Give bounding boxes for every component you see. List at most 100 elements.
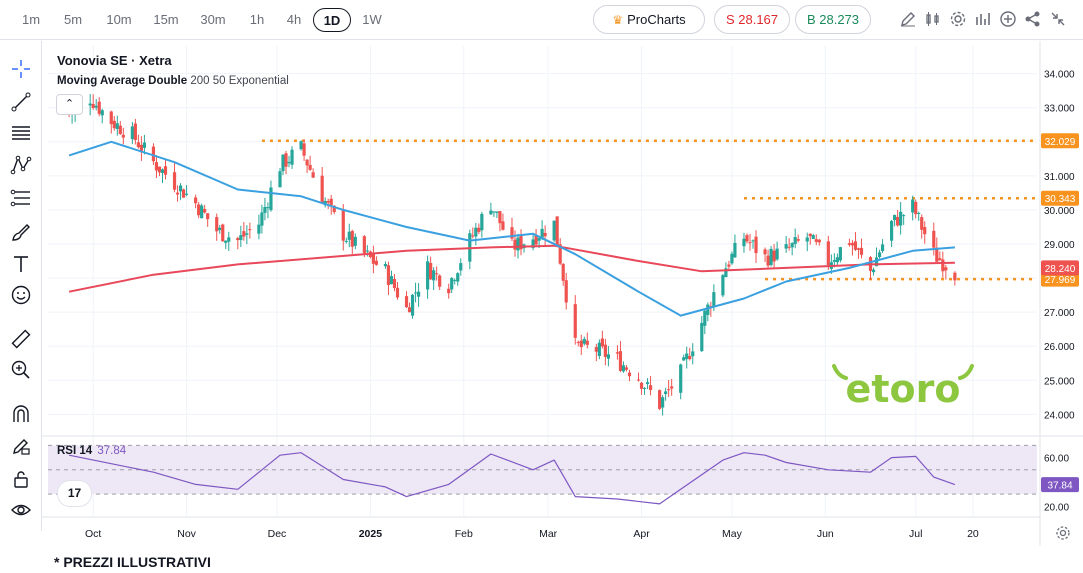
candle-body[interactable] <box>175 192 180 195</box>
candle-body[interactable] <box>763 249 767 255</box>
candle-body[interactable] <box>573 304 577 338</box>
moving-average-legend[interactable]: Moving Average Double 200 50 Exponential <box>57 75 289 87</box>
timeframe-1m[interactable]: 1m <box>21 12 41 27</box>
candle-body[interactable] <box>938 258 942 261</box>
ruler-icon[interactable] <box>10 328 32 350</box>
crosshair-icon[interactable] <box>10 58 32 80</box>
candle-body[interactable] <box>341 210 345 241</box>
candle-body[interactable] <box>194 197 198 204</box>
candle-body[interactable] <box>278 171 282 188</box>
candle-body[interactable] <box>814 239 818 242</box>
collapse-legend-button[interactable]: ⌃ <box>56 94 83 115</box>
candle-body[interactable] <box>142 142 147 148</box>
emoji-icon[interactable] <box>10 284 32 306</box>
candle-body[interactable] <box>642 387 647 389</box>
timeframe-1w[interactable]: 1W <box>362 12 382 27</box>
candle-body[interactable] <box>700 322 704 352</box>
candle-body[interactable] <box>688 355 692 360</box>
candle-body[interactable] <box>200 205 204 219</box>
candle-body[interactable] <box>636 379 641 381</box>
rsi-legend[interactable]: RSI 14 37.84 <box>57 445 126 457</box>
candle-body[interactable] <box>751 240 755 242</box>
candle-body[interactable] <box>603 344 607 357</box>
candle-body[interactable] <box>290 149 294 165</box>
candle-body[interactable] <box>326 201 330 203</box>
candle-body[interactable] <box>413 292 418 294</box>
candle-body[interactable] <box>682 357 686 361</box>
tradingview-logo[interactable]: 17 <box>58 481 91 506</box>
timeframe-5m[interactable]: 5m <box>63 12 83 27</box>
candle-body[interactable] <box>308 164 312 170</box>
candle-body[interactable] <box>329 198 333 206</box>
candle-body[interactable] <box>923 227 927 235</box>
candle-body[interactable] <box>893 214 897 221</box>
candle-body[interactable] <box>932 230 936 248</box>
candle-body[interactable] <box>706 304 710 315</box>
candle-body[interactable] <box>184 193 189 195</box>
candle-body[interactable] <box>438 275 442 287</box>
candle-body[interactable] <box>531 239 535 248</box>
candle-body[interactable] <box>582 338 586 344</box>
settings-gear-icon[interactable] <box>949 10 967 28</box>
candle-body[interactable] <box>471 235 475 237</box>
candle-body[interactable] <box>911 199 915 213</box>
candle-body[interactable] <box>703 310 707 326</box>
candle-body[interactable] <box>796 239 800 241</box>
candle-body[interactable] <box>416 291 421 297</box>
candle-body[interactable] <box>311 172 315 178</box>
candle-body[interactable] <box>197 204 201 216</box>
candle-body[interactable] <box>627 372 632 377</box>
candle-body[interactable] <box>585 340 589 345</box>
candle-body[interactable] <box>320 175 324 204</box>
candle-body[interactable] <box>838 247 842 261</box>
candle-body[interactable] <box>163 166 168 175</box>
candle-body[interactable] <box>350 231 354 247</box>
candle-body[interactable] <box>88 103 92 106</box>
candle-body[interactable] <box>621 365 626 372</box>
candle-body[interactable] <box>808 233 812 237</box>
zoom-in-icon[interactable] <box>10 359 32 381</box>
candle-body[interactable] <box>721 275 725 296</box>
candle-body[interactable] <box>302 143 306 156</box>
candle-body[interactable] <box>242 231 246 237</box>
candle-body[interactable] <box>899 211 903 226</box>
candle-body[interactable] <box>456 273 460 282</box>
candle-body[interactable] <box>157 166 162 173</box>
candle-body[interactable] <box>121 134 125 138</box>
candle-body[interactable] <box>667 389 671 391</box>
buy-button[interactable]: B 28.273 <box>795 5 871 34</box>
candle-body[interactable] <box>94 105 98 108</box>
candle-body[interactable] <box>248 229 252 231</box>
candle-body[interactable] <box>787 246 791 248</box>
candle-body[interactable] <box>100 110 104 116</box>
candle-body[interactable] <box>172 172 177 190</box>
timeframe-10m[interactable]: 10m <box>106 12 132 27</box>
candle-body[interactable] <box>748 242 752 244</box>
candle-body[interactable] <box>558 244 562 264</box>
candle-body[interactable] <box>561 263 565 281</box>
candle-body[interactable] <box>112 120 116 129</box>
candle-body[interactable] <box>239 235 243 241</box>
candle-body[interactable] <box>914 201 918 215</box>
candle-body[interactable] <box>395 287 400 298</box>
candle-body[interactable] <box>832 260 836 262</box>
candle-body[interactable] <box>450 278 454 290</box>
candle-body[interactable] <box>501 221 505 230</box>
candle-body[interactable] <box>215 217 219 232</box>
timeframe-30m[interactable]: 30m <box>200 12 226 27</box>
brush-icon[interactable] <box>10 221 32 243</box>
candle-body[interactable] <box>648 385 653 390</box>
candle-body[interactable] <box>920 217 924 230</box>
candle-body[interactable] <box>477 227 481 232</box>
candle-body[interactable] <box>474 227 478 237</box>
candle-body[interactable] <box>853 241 858 250</box>
candle-body[interactable] <box>389 276 394 285</box>
candle-body[interactable] <box>287 161 291 164</box>
timeframe-1h[interactable]: 1h <box>249 12 265 27</box>
candle-body[interactable] <box>877 252 882 258</box>
candle-body[interactable] <box>429 262 433 280</box>
candle-body[interactable] <box>817 239 821 243</box>
candle-body[interactable] <box>600 338 604 347</box>
candle-body[interactable] <box>769 248 773 265</box>
